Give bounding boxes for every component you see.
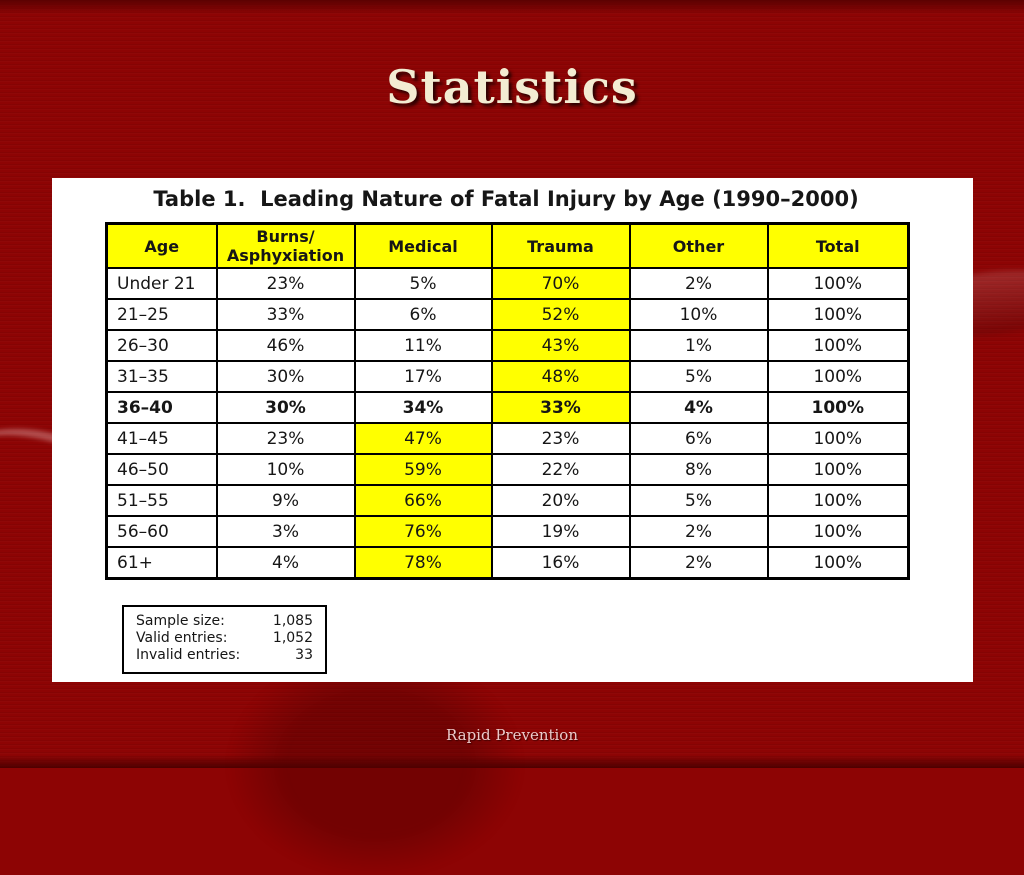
cell-burns: 9% — [215, 484, 356, 517]
cell-age: 46–50 — [105, 453, 218, 486]
invalid-entries-row: Invalid entries: 33 — [136, 647, 313, 664]
cell-trauma: 33% — [490, 391, 631, 424]
cell-medical: 17% — [353, 360, 493, 393]
cell-medical: 78% — [353, 546, 493, 580]
cell-age: 41–45 — [105, 422, 218, 455]
cell-total: 100% — [766, 422, 910, 455]
cell-other: 2% — [628, 267, 769, 300]
cell-other: 10% — [628, 298, 769, 331]
table-header-row: Age Burns/ Asphyxiation Medical Trauma O… — [105, 222, 910, 269]
cell-burns: 30% — [215, 360, 356, 393]
col-header-age: Age — [105, 222, 218, 269]
cell-age: 36–40 — [105, 391, 218, 424]
valid-entries-row: Valid entries: 1,052 — [136, 630, 313, 647]
cell-trauma: 16% — [490, 546, 631, 580]
cell-total: 100% — [766, 484, 910, 517]
cell-burns: 33% — [215, 298, 356, 331]
cell-medical: 59% — [353, 453, 493, 486]
cell-age: 51–55 — [105, 484, 218, 517]
sample-size-value: 1,085 — [272, 613, 313, 629]
cell-other: 1% — [628, 329, 769, 362]
cell-trauma: 23% — [490, 422, 631, 455]
table-row: Under 21 23% 5% 70% 2% 100% — [105, 267, 910, 300]
table-row: 61+ 4% 78% 16% 2% 100% — [105, 546, 910, 580]
fatal-injury-table: Age Burns/ Asphyxiation Medical Trauma O… — [105, 222, 910, 580]
cell-total: 100% — [766, 515, 910, 548]
cell-trauma: 19% — [490, 515, 631, 548]
cell-burns: 23% — [215, 267, 356, 300]
invalid-entries-value: 33 — [295, 647, 313, 663]
cell-burns: 4% — [215, 546, 356, 580]
cell-age: 21–25 — [105, 298, 218, 331]
cell-total: 100% — [766, 267, 910, 300]
table-row: 31–35 30% 17% 48% 5% 100% — [105, 360, 910, 393]
cell-trauma: 70% — [490, 267, 631, 300]
cell-age: 61+ — [105, 546, 218, 580]
cell-burns: 3% — [215, 515, 356, 548]
table-row: 41–45 23% 47% 23% 6% 100% — [105, 422, 910, 455]
cell-total: 100% — [766, 329, 910, 362]
cell-other: 6% — [628, 422, 769, 455]
table-row: 46–50 10% 59% 22% 8% 100% — [105, 453, 910, 486]
cell-age: Under 21 — [105, 267, 218, 300]
valid-entries-value: 1,052 — [272, 630, 313, 646]
cell-age: 26–30 — [105, 329, 218, 362]
col-header-burns-asphyxiation: Burns/ Asphyxiation — [215, 222, 356, 269]
footer-text: Rapid Prevention — [445, 726, 579, 744]
cell-medical: 5% — [353, 267, 493, 300]
col-header-trauma: Trauma — [490, 222, 631, 269]
cell-total: 100% — [766, 298, 910, 331]
cell-other: 5% — [628, 360, 769, 393]
cell-medical: 76% — [353, 515, 493, 548]
table-body: Under 21 23% 5% 70% 2% 100% 21–25 33% 6% 52% 10% 10… — [105, 267, 910, 580]
cell-burns: 10% — [215, 453, 356, 486]
cell-burns: 23% — [215, 422, 356, 455]
cell-burns: 46% — [215, 329, 356, 362]
content-panel: Table 1. Leading Nature of Fatal Injury … — [52, 178, 973, 682]
cell-other: 8% — [628, 453, 769, 486]
col-header-medical: Medical — [353, 222, 493, 269]
cell-medical: 34% — [353, 391, 493, 424]
table-row: 56–60 3% 76% 19% 2% 100% — [105, 515, 910, 548]
cell-other: 5% — [628, 484, 769, 517]
cell-trauma: 43% — [490, 329, 631, 362]
bottom-edge-shading — [0, 755, 1024, 768]
cell-total: 100% — [766, 453, 910, 486]
cell-trauma: 20% — [490, 484, 631, 517]
sample-size-box: Sample size: 1,085 Valid entries: 1,052 … — [122, 605, 327, 674]
table-row: 26–30 46% 11% 43% 1% 100% — [105, 329, 910, 362]
cell-burns: 30% — [215, 391, 356, 424]
page-title: Statistics — [386, 60, 638, 114]
table-row: 36–40 30% 34% 33% 4% 100% — [105, 391, 910, 424]
table-caption: Table 1. Leading Nature of Fatal Injury … — [153, 187, 859, 211]
cell-age: 31–35 — [105, 360, 218, 393]
cell-medical: 6% — [353, 298, 493, 331]
cell-total: 100% — [766, 360, 910, 393]
cell-trauma: 48% — [490, 360, 631, 393]
table-row: 21–25 33% 6% 52% 10% 100% — [105, 298, 910, 331]
cell-trauma: 52% — [490, 298, 631, 331]
cell-other: 2% — [628, 546, 769, 580]
cell-total: 100% — [766, 391, 910, 424]
cell-total: 100% — [766, 546, 910, 580]
cell-age: 56–60 — [105, 515, 218, 548]
col-header-other: Other — [628, 222, 769, 269]
cell-other: 4% — [628, 391, 769, 424]
cell-trauma: 22% — [490, 453, 631, 486]
cell-medical: 47% — [353, 422, 493, 455]
invalid-entries-label: Invalid entries: — [136, 647, 241, 663]
table-row: 51–55 9% 66% 20% 5% 100% — [105, 484, 910, 517]
cell-other: 2% — [628, 515, 769, 548]
col-header-total: Total — [766, 222, 910, 269]
sample-size-row: Sample size: 1,085 — [136, 613, 313, 630]
sample-size-label: Sample size: — [136, 613, 225, 629]
top-edge-shading — [0, 0, 1024, 14]
cell-medical: 66% — [353, 484, 493, 517]
cell-medical: 11% — [353, 329, 493, 362]
valid-entries-label: Valid entries: — [136, 630, 228, 646]
